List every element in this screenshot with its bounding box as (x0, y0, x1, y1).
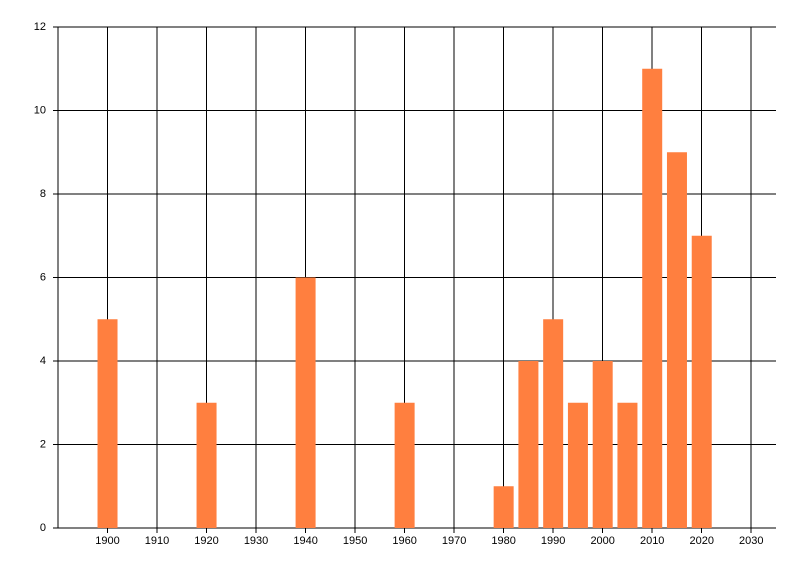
bar (666, 152, 687, 528)
bar (567, 402, 588, 528)
x-tick-label: 1960 (392, 535, 416, 547)
y-tick-label: 2 (40, 438, 46, 450)
bar (97, 319, 118, 528)
bar (617, 402, 638, 528)
x-tick-label: 1970 (442, 535, 466, 547)
y-tick-label: 4 (40, 355, 46, 367)
y-tick-label: 0 (40, 522, 46, 534)
bar (394, 402, 415, 528)
bar (196, 402, 217, 528)
x-tick-label: 1930 (244, 535, 268, 547)
bar (295, 277, 316, 528)
bar (642, 68, 663, 528)
x-tick-label: 2000 (590, 535, 614, 547)
y-tick-label: 8 (40, 188, 46, 200)
bar (493, 486, 514, 528)
y-tick-label: 10 (34, 104, 46, 116)
x-tick-label: 1950 (343, 535, 367, 547)
x-tick-label: 1940 (293, 535, 317, 547)
bar (592, 361, 613, 528)
bar (691, 235, 712, 528)
x-tick-label: 1980 (491, 535, 515, 547)
bar (543, 319, 564, 528)
y-tick-label: 12 (34, 21, 46, 33)
x-tick-label: 1990 (541, 535, 565, 547)
x-tick-label: 1900 (95, 535, 119, 547)
x-tick-label: 1910 (145, 535, 169, 547)
x-tick-label: 2030 (739, 535, 763, 547)
x-tick-label: 2020 (689, 535, 713, 547)
x-tick-label: 2010 (640, 535, 664, 547)
bar (518, 361, 539, 528)
x-tick-label: 1920 (194, 535, 218, 547)
y-tick-label: 6 (40, 271, 46, 283)
